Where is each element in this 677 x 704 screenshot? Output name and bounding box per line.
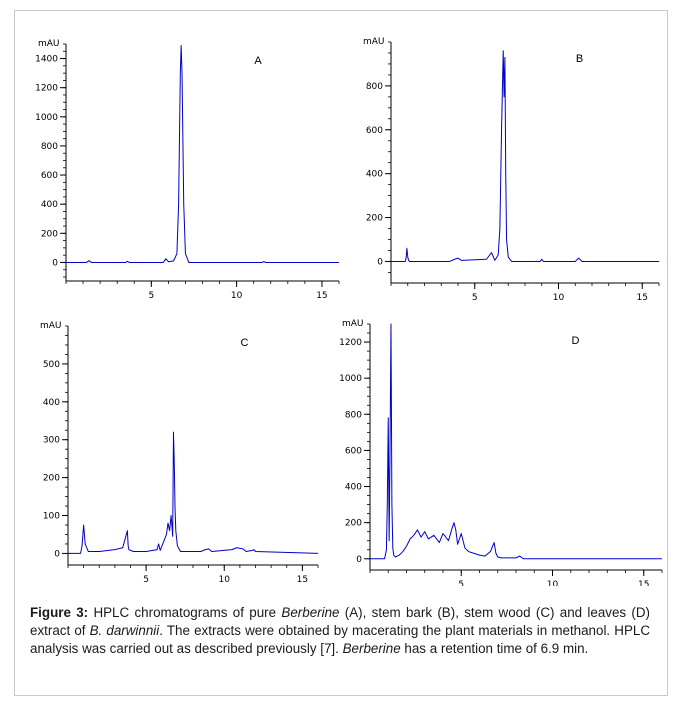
y-tick-label: 400 [366,170,383,180]
x-tick-label: 5 [458,580,464,586]
y-tick-label: 200 [366,214,383,224]
y-tick-label: 1200 [339,338,362,348]
y-tick-label: 100 [43,512,60,522]
chromatogram-panel-a: 0 200 400 600 800 1000 1200 1400 5 10 15 mAU A [26,24,344,314]
y-unit-label: mAU [363,37,385,47]
caption-segment: (A), stem bark (B), stem wood (C) and le… [30,605,651,638]
x-tick-label: 15 [316,291,327,301]
y-tick-label: 600 [41,171,58,181]
chart-b: 0 200 400 600 800 5 10 15 mAU B [363,37,660,303]
y-tick-label: 1000 [339,374,362,384]
panel-letter: B [576,53,583,65]
chart-d: 0 200 400 600 800 1000 1200 5 10 15 mAU D [339,319,663,586]
x-tick-label: 15 [637,293,648,303]
y-tick-label: 200 [345,519,362,529]
panel-letter: C [241,337,249,349]
x-tick-label: 15 [638,580,649,586]
chromatogram-trace [391,50,659,262]
y-tick-label: 200 [41,229,58,239]
x-tick-label: 10 [231,291,243,301]
caption-segment: . The extracts were obtained by macerati… [30,623,650,656]
chart-c: 0 100 200 300 400 500 5 10 15 mAU C [40,321,319,585]
x-tick-label: 5 [472,293,478,303]
chromatogram-panel-b: 0 200 400 600 800 5 10 15 mAU B [346,24,664,314]
y-tick-label: 400 [41,200,58,210]
chromatogram-trace [68,431,319,554]
chromatogram-panel-c: 0 100 200 300 400 500 5 10 15 mAU C [26,316,326,586]
y-unit-label: mAU [40,321,62,331]
y-tick-label: 1000 [35,113,58,123]
y-tick-label: 0 [52,258,58,268]
y-tick-label: 1400 [35,55,58,65]
figure-caption: Figure 3: HPLC chromatograms of pure Ber… [30,604,650,658]
y-unit-label: mAU [38,39,60,49]
caption-segment: has a retention time of 6.9 min. [400,641,589,656]
caption-segment-italic: Berberine [342,641,401,656]
caption-segment-italic: Berberine [281,605,340,620]
y-tick-label: 600 [366,126,383,136]
y-unit-label: mAU [342,319,364,329]
y-tick-label: 500 [43,360,60,370]
chromatogram-trace [66,44,339,263]
x-tick-label: 10 [219,575,231,585]
y-tick-label: 400 [43,398,60,408]
chromatogram-panel-d: 0 200 400 600 800 1000 1200 5 10 15 mAU D [336,316,666,586]
caption-label: Figure 3: [30,605,89,620]
panel-letter: D [571,335,579,347]
y-tick-label: 0 [54,549,60,559]
y-tick-label: 600 [345,446,362,456]
y-tick-label: 400 [345,483,362,493]
x-tick-label: 10 [547,580,559,586]
y-tick-label: 800 [345,410,362,420]
x-tick-label: 5 [148,291,154,301]
y-tick-label: 0 [356,555,362,565]
y-tick-label: 300 [43,436,60,446]
x-tick-label: 10 [553,293,565,303]
y-tick-label: 800 [41,142,58,152]
x-tick-label: 5 [143,575,149,585]
x-tick-label: 15 [297,575,308,585]
y-tick-label: 0 [377,257,383,267]
caption-segment: HPLC chromatograms of pure [88,605,282,620]
panel-letter: A [254,55,262,67]
chart-a: 0 200 400 600 800 1000 1200 1400 5 10 15 mAU A [35,39,340,301]
figure-frame [14,10,668,696]
caption-segment-italic: B. darwinnii [89,623,160,638]
chromatogram-trace [370,323,662,560]
y-tick-label: 1200 [35,84,58,94]
y-tick-label: 800 [366,82,383,92]
y-tick-label: 200 [43,474,60,484]
